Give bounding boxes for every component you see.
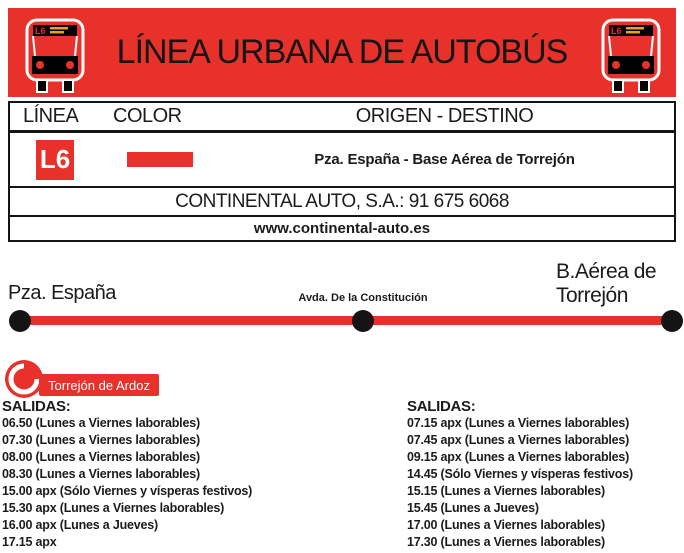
schedule-entry: 15.45 (Lunes a Jueves) — [407, 501, 539, 515]
operator-info: CONTINENTAL AUTO, S.A.: 91 675 6068 — [10, 188, 674, 217]
schedule-entry: 09.15 apx (Lunes a Viernes laborables) — [407, 450, 630, 464]
title-banner: L6 LÍNEA URBANA DE AUTOBÚS L6 — [8, 8, 676, 97]
bus-icon: L6 — [601, 18, 661, 93]
stop-dot-pza-espana — [9, 310, 31, 332]
column-header-color: COLOR — [113, 105, 182, 127]
schedule-entry: 14.45 (Sólo Viernes y vísperas festivos) — [407, 467, 633, 481]
schedule-entry: 17.00 (Lunes a Viernes laborables) — [407, 518, 605, 532]
column-header-linea: LÍNEA — [23, 105, 79, 127]
schedule-entry: 17.30 (Lunes a Viernes laborables) — [407, 535, 605, 549]
line-color-swatch — [127, 152, 193, 167]
schedule-entry: 08.30 (Lunes a Viernes laborables) — [2, 467, 200, 481]
schedule-entry: 07.45 apx (Lunes a Viernes laborables) — [407, 433, 630, 447]
municipality-badge: Torrejón de Ardoz — [39, 374, 159, 396]
schedule-items: 06.50 (Lunes a Viernes laborables) 07.30 … — [2, 415, 404, 551]
schedule-return: SALIDAS: 07.15 apx (Lunes a Viernes labo… — [407, 398, 684, 551]
schedule-entry: 15.00 apx (Sólo Viernes y vísperas festi… — [2, 484, 253, 498]
schedule-entry: 15.15 (Lunes a Viernes laborables) — [407, 484, 605, 498]
column-header-origen-destino: ORIGEN - DESTINO — [355, 105, 534, 127]
route-origin-destination: Pza. España - Base Aérea de Torrejón — [314, 151, 575, 168]
schedule-items: 07.15 apx (Lunes a Viernes laborables) 07… — [407, 415, 684, 551]
schedule-outbound: SALIDAS: 06.50 (Lunes a Viernes laborabl… — [2, 398, 404, 551]
svg-text:L6: L6 — [611, 26, 622, 36]
operator-website-link[interactable]: www.continental-auto.es — [253, 220, 431, 237]
schedule-heading: SALIDAS: — [2, 398, 71, 415]
schedule-entry: 16.00 apx (Lunes a Jueves) — [2, 518, 158, 532]
route-line — [18, 316, 674, 325]
schedule-entry: 07.15 apx (Lunes a Viernes laborables) — [407, 416, 630, 430]
torrejon-logo-icon — [5, 360, 43, 398]
schedule-entry: 06.50 (Lunes a Viernes laborables) — [2, 416, 200, 430]
schedule-entry: 17.15 apx — [2, 535, 57, 549]
line-code-badge: L6 — [36, 139, 74, 180]
bus-icon: L6 — [25, 18, 85, 93]
schedule-entry: 15.30 apx (Lunes a Viernes laborables) — [2, 501, 225, 515]
table-header-row: LÍNEA COLOR ORIGEN - DESTINO — [10, 103, 674, 133]
schedule-entry: 08.00 (Lunes a Viernes laborables) — [2, 450, 200, 464]
line-info-table: LÍNEA COLOR ORIGEN - DESTINO L6 Pza. Esp… — [8, 101, 676, 242]
stop-dot-base-aerea — [661, 310, 683, 332]
stop-label-constitucion: Avda. De la Constitución — [298, 292, 428, 304]
svg-text:L6: L6 — [35, 26, 46, 36]
schedule-entry: 07.30 (Lunes a Viernes laborables) — [2, 433, 200, 447]
stop-label-base-aerea: B.Aérea de Torrejón — [556, 260, 657, 307]
table-row: L6 Pza. España - Base Aérea de Torrejón — [10, 133, 674, 188]
stop-label-pza-espana: Pza. España — [8, 282, 116, 304]
schedule-heading: SALIDAS: — [407, 398, 476, 415]
page-title: LÍNEA URBANA DE AUTOBÚS — [116, 33, 569, 71]
stop-dot-constitucion — [352, 310, 374, 332]
